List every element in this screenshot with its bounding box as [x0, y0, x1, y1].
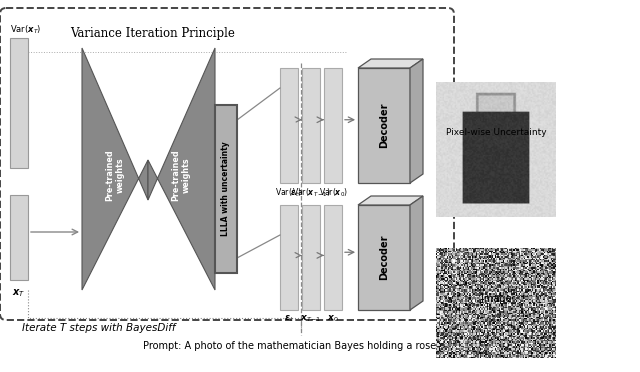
Text: Pre-trained
weights: Pre-trained weights — [172, 149, 191, 201]
Text: Image: Image — [481, 294, 511, 304]
Text: Var$(\boldsymbol{x}_T)$: Var$(\boldsymbol{x}_T)$ — [10, 23, 42, 36]
Text: Prompt: A photo of the mathematician Bayes holding a rose in his hand.: Prompt: A photo of the mathematician Bay… — [143, 341, 497, 351]
Polygon shape — [148, 48, 215, 290]
Bar — [215, 105, 237, 273]
Bar — [280, 68, 298, 183]
Bar — [358, 205, 410, 310]
Text: Decoder: Decoder — [379, 235, 389, 280]
Polygon shape — [358, 196, 423, 205]
Text: $\boldsymbol{x}_{T}$$_{-1}$: $\boldsymbol{x}_{T}$$_{-1}$ — [300, 313, 322, 324]
Text: Pre-trained
weights: Pre-trained weights — [106, 149, 125, 201]
Polygon shape — [410, 59, 423, 183]
Bar — [324, 68, 342, 183]
Bar — [10, 195, 28, 280]
Text: $\boldsymbol{x}_T$: $\boldsymbol{x}_T$ — [12, 287, 26, 299]
Polygon shape — [358, 59, 423, 68]
Polygon shape — [410, 196, 423, 310]
Text: Var$(\boldsymbol{x}_{T-1})$: Var$(\boldsymbol{x}_{T-1})$ — [292, 186, 330, 199]
Text: LLLA with uncertainty: LLLA with uncertainty — [221, 142, 230, 236]
Text: Var$(\boldsymbol{\epsilon}_t)$: Var$(\boldsymbol{\epsilon}_t)$ — [275, 186, 303, 199]
Text: Variance Iteration Principle: Variance Iteration Principle — [70, 27, 235, 40]
Bar — [280, 205, 298, 310]
Text: Var$(\boldsymbol{x}_0)$: Var$(\boldsymbol{x}_0)$ — [319, 186, 348, 199]
Bar — [302, 205, 320, 310]
Bar — [10, 38, 28, 168]
Polygon shape — [82, 48, 148, 290]
Text: Decoder: Decoder — [379, 103, 389, 148]
Bar — [358, 68, 410, 183]
Text: Iterate T steps with BayesDiff: Iterate T steps with BayesDiff — [22, 323, 175, 333]
Text: $\boldsymbol{x}_0$: $\boldsymbol{x}_0$ — [327, 313, 339, 324]
Bar — [324, 205, 342, 310]
Bar — [302, 68, 320, 183]
Text: Pixel-wise Uncertainty: Pixel-wise Uncertainty — [445, 128, 547, 137]
Text: $\boldsymbol{\epsilon}_t$: $\boldsymbol{\epsilon}_t$ — [284, 313, 294, 324]
